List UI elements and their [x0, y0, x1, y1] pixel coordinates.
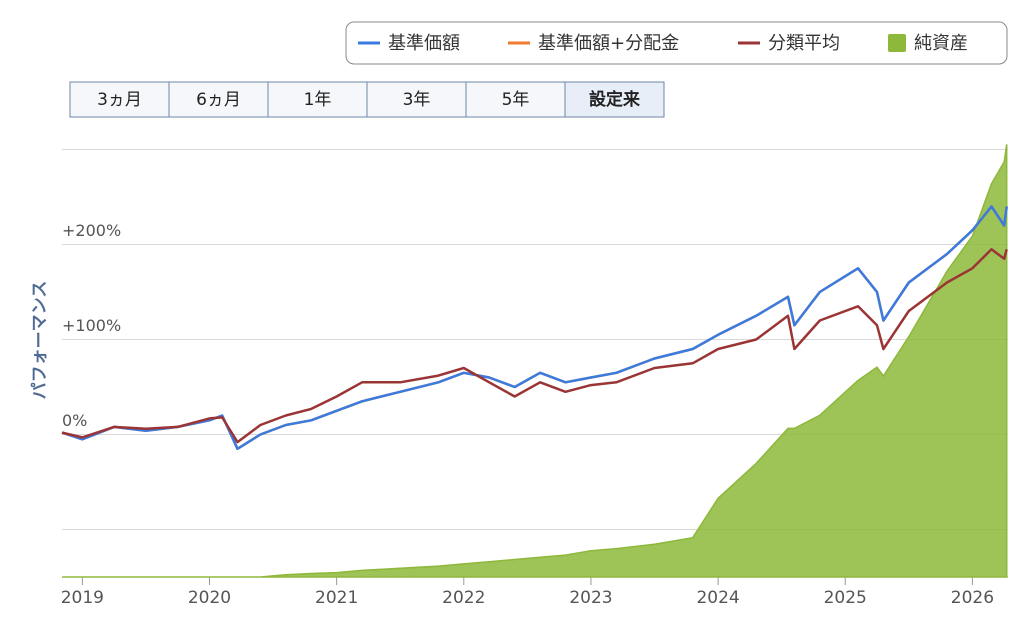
- legend-label[interactable]: 純資産: [914, 33, 968, 54]
- range-button-label[interactable]: 5年: [502, 90, 530, 110]
- legend-swatch[interactable]: [888, 34, 906, 52]
- range-button-label[interactable]: 1年: [304, 90, 332, 110]
- x-tick-label: 2020: [188, 588, 231, 608]
- range-button-label[interactable]: 3ヵ月: [97, 90, 142, 110]
- range-button[interactable]: [564, 81, 665, 118]
- legend-label[interactable]: 基準価額: [388, 33, 460, 54]
- range-button[interactable]: [168, 81, 269, 118]
- y-tick-label: 0%: [62, 411, 87, 430]
- range-button-label[interactable]: 6ヵ月: [196, 90, 241, 110]
- area: [62, 144, 1008, 578]
- range-button[interactable]: [267, 81, 368, 118]
- y-tick-label: +200%: [62, 221, 121, 240]
- x-tick-label: 2025: [824, 588, 867, 608]
- range-button[interactable]: [366, 81, 467, 118]
- legend-label[interactable]: 基準価額+分配金: [538, 33, 679, 54]
- range-button-label[interactable]: 3年: [403, 90, 431, 110]
- line: [61, 248, 1008, 444]
- y-tick-label: +100%: [62, 316, 121, 335]
- range-button-label[interactable]: 設定来: [589, 89, 641, 110]
- legend-box: [345, 21, 1008, 65]
- range-button[interactable]: [465, 81, 566, 118]
- range-button[interactable]: [69, 81, 170, 118]
- x-tick-label: 2022: [442, 588, 485, 608]
- x-tick-label: 2026: [951, 588, 994, 608]
- x-tick-label: 2024: [696, 588, 739, 608]
- y-axis-label: パフォーマンス: [30, 281, 50, 400]
- x-tick-label: 2023: [569, 588, 612, 608]
- legend-label[interactable]: 分類平均: [768, 33, 840, 54]
- x-tick-label: 2021: [315, 588, 358, 608]
- x-tick-label: 2019: [61, 588, 104, 608]
